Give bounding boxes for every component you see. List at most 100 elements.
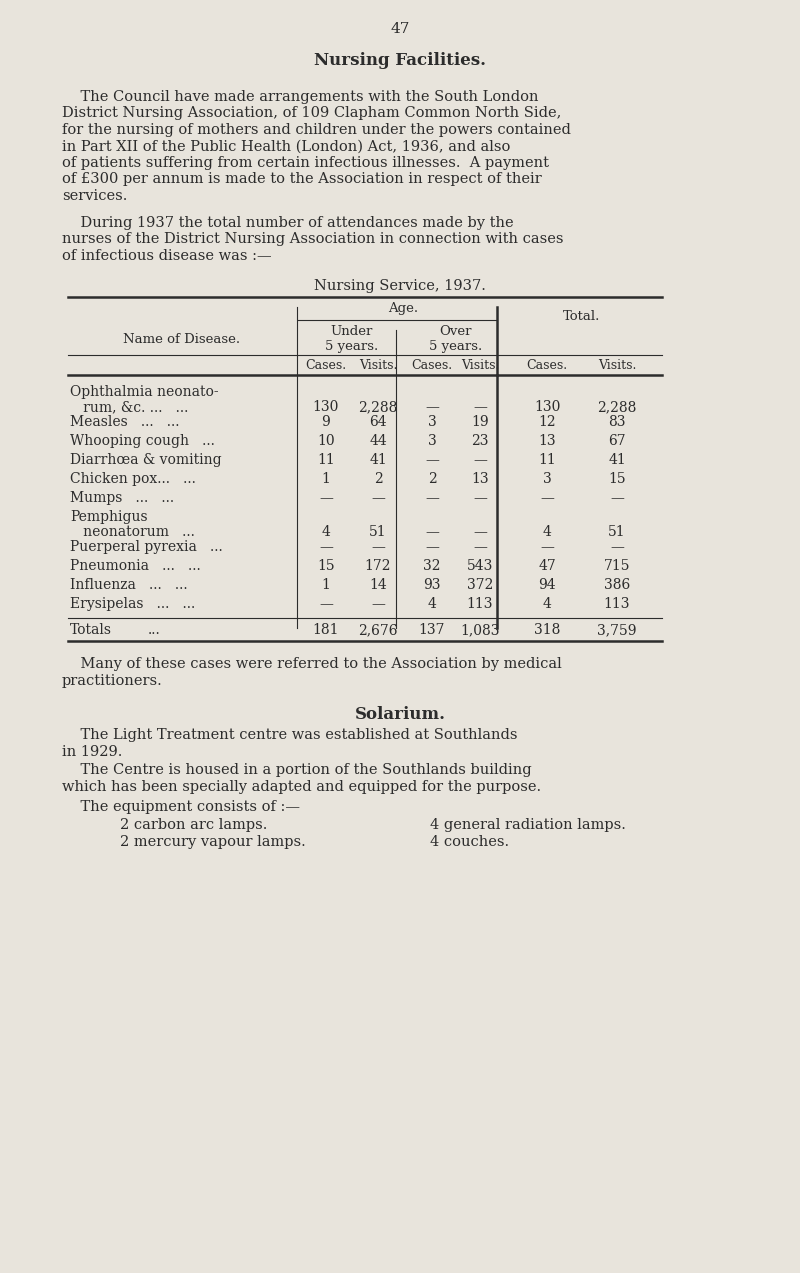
Text: District Nursing Association, of 109 Clapham Common North Side,: District Nursing Association, of 109 Cla… <box>62 107 562 121</box>
Text: 83: 83 <box>608 415 626 429</box>
Text: 4: 4 <box>542 597 551 611</box>
Text: 3: 3 <box>428 434 436 448</box>
Text: —: — <box>371 491 385 505</box>
Text: 2 carbon arc lamps.: 2 carbon arc lamps. <box>120 819 267 833</box>
Text: —: — <box>425 524 439 538</box>
Text: Nursing Facilities.: Nursing Facilities. <box>314 52 486 69</box>
Text: —: — <box>540 540 554 554</box>
Text: 372: 372 <box>467 578 493 592</box>
Text: 4 general radiation lamps.: 4 general radiation lamps. <box>430 819 626 833</box>
Text: —: — <box>610 491 624 505</box>
Text: Diarrhœa & vomiting: Diarrhœa & vomiting <box>70 453 222 467</box>
Text: 2 mercury vapour lamps.: 2 mercury vapour lamps. <box>120 835 306 849</box>
Text: Under
5 years.: Under 5 years. <box>326 325 378 353</box>
Text: 12: 12 <box>538 415 556 429</box>
Text: —: — <box>540 491 554 505</box>
Text: Pemphigus: Pemphigus <box>70 510 148 524</box>
Text: 318: 318 <box>534 622 560 636</box>
Text: for the nursing of mothers and children under the powers contained: for the nursing of mothers and children … <box>62 123 571 137</box>
Text: 11: 11 <box>317 453 335 467</box>
Text: of patients suffering from certain infectious illnesses.  A payment: of patients suffering from certain infec… <box>62 157 549 171</box>
Text: 1: 1 <box>322 472 330 486</box>
Text: Over
5 years.: Over 5 years. <box>430 325 482 353</box>
Text: The equipment consists of :—: The equipment consists of :— <box>62 799 300 813</box>
Text: —: — <box>473 400 487 414</box>
Text: nurses of the District Nursing Association in connection with cases: nurses of the District Nursing Associati… <box>62 232 563 246</box>
Text: 51: 51 <box>369 524 387 538</box>
Text: The Centre is housed in a portion of the Southlands building: The Centre is housed in a portion of the… <box>62 763 532 777</box>
Text: 4: 4 <box>542 524 551 538</box>
Text: Age.: Age. <box>388 302 418 314</box>
Text: Totals: Totals <box>70 622 112 636</box>
Text: 94: 94 <box>538 578 556 592</box>
Text: 2: 2 <box>374 472 382 486</box>
Text: services.: services. <box>62 188 127 202</box>
Text: 41: 41 <box>608 453 626 467</box>
Text: 543: 543 <box>467 559 493 573</box>
Text: rum, &c. ...   ...: rum, &c. ... ... <box>70 400 188 414</box>
Text: 386: 386 <box>604 578 630 592</box>
Text: —: — <box>473 524 487 538</box>
Text: 19: 19 <box>471 415 489 429</box>
Text: 93: 93 <box>423 578 441 592</box>
Text: 67: 67 <box>608 434 626 448</box>
Text: Many of these cases were referred to the Association by medical: Many of these cases were referred to the… <box>62 657 562 671</box>
Text: —: — <box>610 540 624 554</box>
Text: 172: 172 <box>365 559 391 573</box>
Text: —: — <box>319 540 333 554</box>
Text: 13: 13 <box>538 434 556 448</box>
Text: 23: 23 <box>471 434 489 448</box>
Text: The Light Treatment centre was established at Southlands: The Light Treatment centre was establish… <box>62 728 518 742</box>
Text: 3: 3 <box>542 472 551 486</box>
Text: Pneumonia   ...   ...: Pneumonia ... ... <box>70 559 201 573</box>
Text: 137: 137 <box>418 622 446 636</box>
Text: in 1929.: in 1929. <box>62 745 122 759</box>
Text: 44: 44 <box>369 434 387 448</box>
Text: 3,759: 3,759 <box>598 622 637 636</box>
Text: 32: 32 <box>423 559 441 573</box>
Text: The Council have made arrangements with the South London: The Council have made arrangements with … <box>62 90 538 104</box>
Text: —: — <box>425 453 439 467</box>
Text: Solarium.: Solarium. <box>354 707 446 723</box>
Text: Measles   ...   ...: Measles ... ... <box>70 415 179 429</box>
Text: Nursing Service, 1937.: Nursing Service, 1937. <box>314 279 486 293</box>
Text: —: — <box>473 540 487 554</box>
Text: 2,288: 2,288 <box>598 400 637 414</box>
Text: 41: 41 <box>369 453 387 467</box>
Text: of £300 per annum is made to the Association in respect of their: of £300 per annum is made to the Associa… <box>62 173 542 187</box>
Text: —: — <box>319 597 333 611</box>
Text: 64: 64 <box>369 415 387 429</box>
Text: 130: 130 <box>534 400 560 414</box>
Text: 14: 14 <box>369 578 387 592</box>
Text: —: — <box>371 540 385 554</box>
Text: 47: 47 <box>390 22 410 36</box>
Text: 10: 10 <box>317 434 335 448</box>
Text: —: — <box>319 491 333 505</box>
Text: Visits.: Visits. <box>461 359 499 372</box>
Text: —: — <box>425 400 439 414</box>
Text: Cases.: Cases. <box>411 359 453 372</box>
Text: —: — <box>371 597 385 611</box>
Text: Mumps   ...   ...: Mumps ... ... <box>70 491 174 505</box>
Text: Name of Disease.: Name of Disease. <box>123 334 240 346</box>
Text: neonatorum   ...: neonatorum ... <box>70 524 195 538</box>
Text: 51: 51 <box>608 524 626 538</box>
Text: 4 couches.: 4 couches. <box>430 835 509 849</box>
Text: —: — <box>473 453 487 467</box>
Text: 1: 1 <box>322 578 330 592</box>
Text: 715: 715 <box>604 559 630 573</box>
Text: 113: 113 <box>466 597 494 611</box>
Text: 15: 15 <box>317 559 335 573</box>
Text: Ophthalmia neonato-: Ophthalmia neonato- <box>70 384 218 398</box>
Text: —: — <box>473 491 487 505</box>
Text: 13: 13 <box>471 472 489 486</box>
Text: 3: 3 <box>428 415 436 429</box>
Text: 113: 113 <box>604 597 630 611</box>
Text: 15: 15 <box>608 472 626 486</box>
Text: Total.: Total. <box>563 311 601 323</box>
Text: Erysipelas   ...   ...: Erysipelas ... ... <box>70 597 195 611</box>
Text: in Part XII of the Public Health (London) Act, 1936, and also: in Part XII of the Public Health (London… <box>62 140 510 154</box>
Text: Whooping cough   ...: Whooping cough ... <box>70 434 215 448</box>
Text: which has been specially adapted and equipped for the purpose.: which has been specially adapted and equ… <box>62 779 541 793</box>
Text: 2,676: 2,676 <box>358 622 398 636</box>
